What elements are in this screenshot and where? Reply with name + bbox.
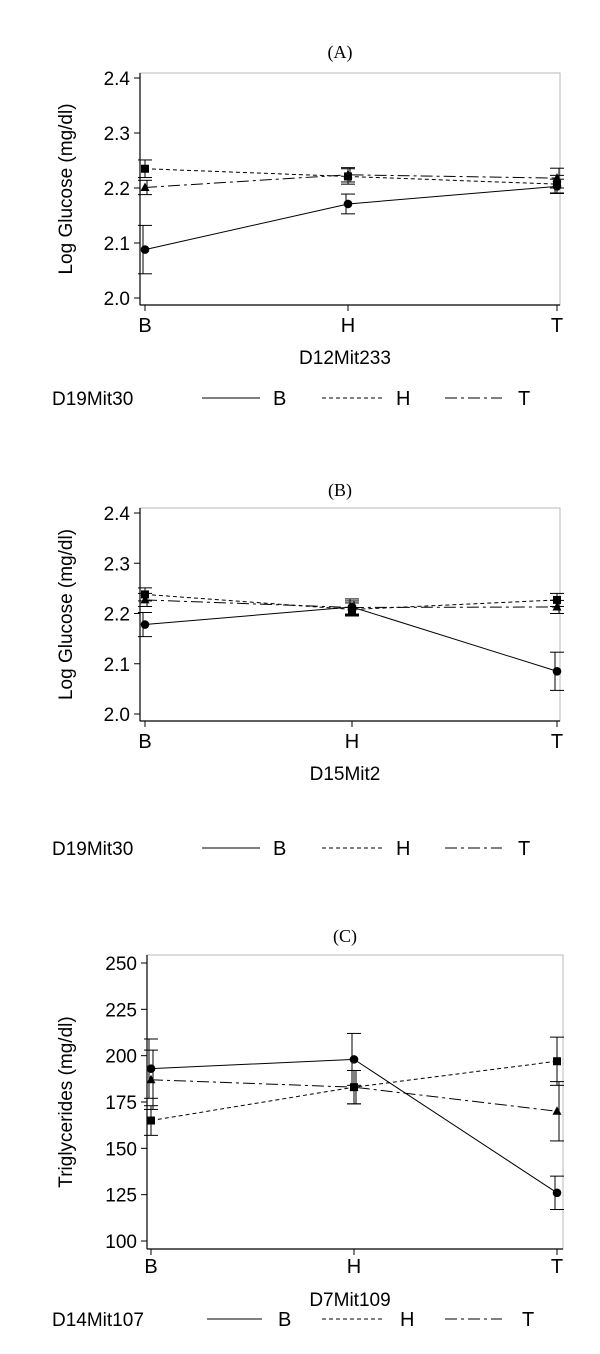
x-tick-label: H bbox=[345, 731, 359, 753]
x-tick-label: B bbox=[144, 1256, 157, 1278]
x-tick-label: B bbox=[138, 731, 151, 753]
y-tick-label: 225 bbox=[105, 1000, 137, 1021]
data-point bbox=[343, 199, 353, 209]
data-point bbox=[553, 1057, 561, 1066]
y-tick-label: 2.4 bbox=[104, 504, 131, 525]
series-line bbox=[144, 185, 558, 251]
y-tick-label: 125 bbox=[105, 1186, 137, 1207]
data-point bbox=[553, 595, 561, 604]
y-tick-label: 2.1 bbox=[104, 655, 130, 676]
data-point bbox=[140, 620, 150, 629]
chart-panel-3: (C) 100 125 150 175 200 225 250 B H T D7Mit109 Trigl… bbox=[52, 926, 564, 1331]
data-point bbox=[552, 173, 562, 182]
x-axis-label: D15Mit2 bbox=[310, 764, 381, 785]
x-tick-label: T bbox=[551, 731, 563, 753]
data-point bbox=[553, 180, 561, 189]
legend-entry: T bbox=[518, 838, 530, 860]
series-line bbox=[144, 606, 558, 672]
legend-entry: B bbox=[273, 838, 286, 860]
y-tick-label: 2.4 bbox=[104, 69, 131, 90]
legend-title: D19Mit30 bbox=[52, 389, 133, 410]
legend: D14Mit107 B H T bbox=[52, 1309, 534, 1331]
panel-label: (B) bbox=[328, 480, 352, 501]
legend-title: D14Mit107 bbox=[52, 1310, 144, 1331]
legend-entry: T bbox=[518, 388, 530, 410]
data-point bbox=[140, 594, 150, 604]
y-tick-label: 2.3 bbox=[104, 124, 130, 145]
y-tick-label: 175 bbox=[105, 1093, 137, 1114]
legend: D19Mit30 B H T bbox=[52, 838, 530, 860]
y-tick-label: 2.3 bbox=[104, 554, 130, 575]
data-point bbox=[140, 182, 150, 191]
series-T bbox=[144, 1049, 564, 1142]
data-point bbox=[552, 601, 562, 611]
legend: D19Mit30 B H T bbox=[52, 388, 530, 410]
y-axis-label: Log Glucose (mg/dl) bbox=[56, 103, 77, 274]
data-point bbox=[347, 602, 357, 611]
legend-title: D19Mit30 bbox=[52, 839, 133, 860]
data-point bbox=[141, 164, 149, 173]
data-point bbox=[146, 1064, 156, 1073]
y-tick-label: 2.1 bbox=[104, 234, 130, 255]
y-tick-label: 2.2 bbox=[104, 605, 130, 626]
series-B bbox=[144, 1032, 564, 1210]
data-point bbox=[147, 1116, 155, 1125]
series-T bbox=[138, 167, 564, 196]
y-tick-label: 2.2 bbox=[104, 179, 130, 200]
y-tick-label: 2.0 bbox=[104, 705, 130, 726]
series-B bbox=[138, 178, 564, 275]
chart-panel-1: (A) 2.0 2.1 2.2 2.3 2.4 B H T D12Mit233 Log Glucos… bbox=[52, 42, 564, 410]
data-point bbox=[140, 245, 150, 254]
x-tick-label: H bbox=[347, 1256, 361, 1278]
legend-entry: H bbox=[400, 1309, 414, 1331]
x-tick-label: T bbox=[551, 315, 563, 337]
series-line bbox=[150, 1079, 558, 1112]
y-tick-label: 2.0 bbox=[104, 289, 130, 310]
plot-frame bbox=[146, 954, 564, 1250]
series-line bbox=[144, 593, 558, 610]
data-point bbox=[552, 1188, 562, 1198]
data-point bbox=[141, 590, 149, 599]
x-axis-label: D7Mit109 bbox=[309, 1290, 390, 1311]
data-point bbox=[349, 1082, 359, 1091]
x-tick-label: B bbox=[138, 315, 151, 337]
data-point bbox=[552, 666, 562, 676]
x-axis-label: D12Mit233 bbox=[299, 348, 391, 369]
panel-label: (A) bbox=[328, 42, 353, 63]
y-tick-label: 150 bbox=[105, 1139, 137, 1160]
y-axis-label: Triglycerides (mg/dl) bbox=[56, 1016, 77, 1187]
plot-frame bbox=[139, 72, 561, 306]
legend-entry: B bbox=[278, 1309, 291, 1331]
x-tick-label: T bbox=[551, 1256, 563, 1278]
y-axis-label: Log Glucose (mg/dl) bbox=[56, 529, 77, 700]
data-point bbox=[552, 1106, 562, 1115]
panel-label: (C) bbox=[333, 926, 357, 947]
data-point bbox=[349, 1055, 359, 1064]
x-tick-label: H bbox=[341, 315, 355, 337]
y-tick-label: 250 bbox=[105, 954, 137, 975]
legend-entry: B bbox=[273, 388, 286, 410]
series-T bbox=[138, 592, 564, 615]
y-tick-label: 200 bbox=[105, 1047, 137, 1068]
legend-entry: H bbox=[396, 388, 410, 410]
legend-entry: H bbox=[396, 838, 410, 860]
data-point bbox=[343, 169, 353, 179]
chart-panel-2: (B) 2.0 2.1 2.2 2.3 2.4 B H T D15Mit2 Log Glucose … bbox=[52, 480, 564, 860]
y-tick-label: 100 bbox=[105, 1232, 137, 1253]
legend-entry: T bbox=[522, 1309, 534, 1331]
data-point bbox=[146, 1074, 156, 1084]
